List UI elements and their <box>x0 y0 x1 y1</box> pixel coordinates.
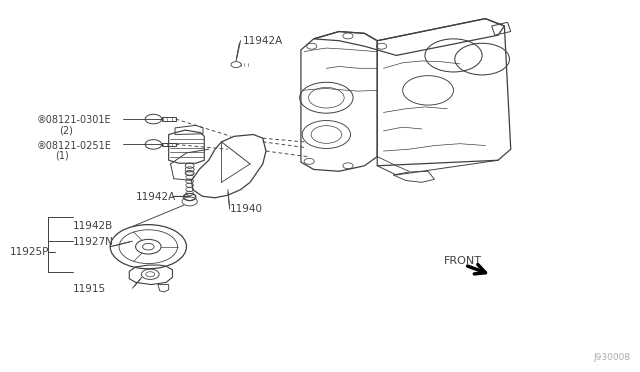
Text: FRONT: FRONT <box>444 256 482 266</box>
Bar <box>162 117 175 121</box>
Text: J930008: J930008 <box>593 353 630 362</box>
Text: 11942B: 11942B <box>74 221 113 231</box>
Text: 11925P: 11925P <box>10 247 49 257</box>
Text: 11915: 11915 <box>74 284 106 294</box>
Text: (1): (1) <box>55 151 68 161</box>
Text: 11942A: 11942A <box>243 36 283 46</box>
Text: 11940: 11940 <box>230 204 262 214</box>
Text: (2): (2) <box>60 125 73 135</box>
Text: ®08121-0251E: ®08121-0251E <box>37 141 112 151</box>
Text: 11927N: 11927N <box>74 237 114 247</box>
Text: ®08121-0301E: ®08121-0301E <box>37 115 111 125</box>
Text: 11942A: 11942A <box>136 192 176 202</box>
Bar <box>162 142 175 146</box>
